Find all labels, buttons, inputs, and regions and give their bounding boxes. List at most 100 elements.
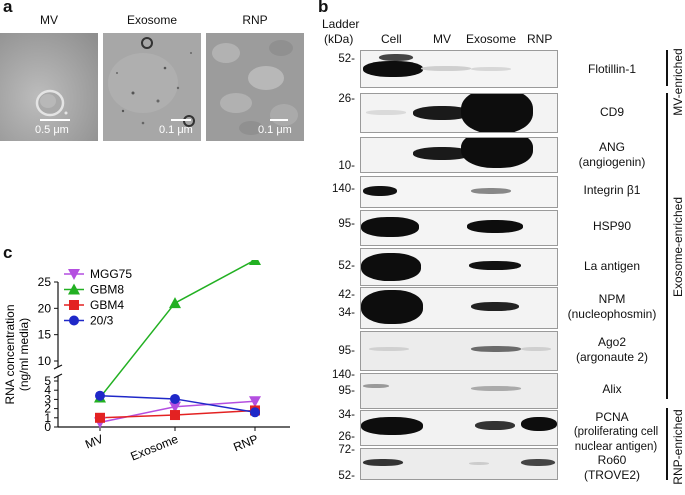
band — [363, 384, 389, 388]
series-mgg75-point — [169, 401, 181, 413]
band — [521, 459, 555, 466]
y-tick-label: 3 — [44, 392, 51, 406]
protein-label-la-antigen: La antigen — [583, 259, 641, 273]
kda-marker: 10- — [338, 160, 355, 172]
protein-label-cd9: CD9 — [599, 105, 624, 119]
y-tick-label: 15 — [38, 328, 52, 342]
band — [413, 147, 471, 160]
kda-header: (kDa) — [324, 32, 354, 46]
series-gbm4-point — [95, 412, 105, 423]
band — [413, 106, 471, 120]
legend-mgg75-marker — [68, 269, 80, 280]
micrograph-rnp-label: RNP — [242, 13, 268, 27]
series-gbm8-point — [169, 297, 181, 309]
y-tick-label: 10 — [38, 354, 52, 368]
y-tick-label: 4 — [44, 383, 51, 397]
group-bracket-rnp — [666, 408, 668, 480]
band — [471, 346, 521, 352]
blot-hsp90 — [360, 210, 558, 246]
kda-marker: 95- — [338, 218, 355, 230]
series-gbm8-line — [174, 260, 256, 304]
micrograph-exosome: 0.1 μm — [103, 33, 201, 141]
band — [469, 261, 521, 270]
kda-marker: 95- — [338, 345, 355, 357]
band — [361, 217, 419, 237]
group-label-exosome-enriched: Exosome-enriched — [671, 196, 685, 298]
blot-ang — [360, 137, 558, 173]
series-20-3-point — [250, 407, 260, 418]
series-mgg75-line — [174, 400, 256, 408]
kda-marker: 52- — [338, 53, 355, 65]
micrograph-mv-image — [0, 33, 98, 141]
y-tick-label: 5 — [44, 374, 51, 388]
group-bracket-exosome — [666, 93, 668, 399]
band — [471, 188, 511, 194]
kda-marker: 72- — [338, 444, 355, 456]
legend-20-3-label: 20/3 — [90, 314, 114, 328]
protein-label-hsp90: HSP90 — [592, 219, 632, 233]
series-gbm4-line — [99, 414, 176, 419]
micrograph-exosome-image — [103, 33, 201, 141]
group-bracket-mv — [666, 50, 668, 86]
blot-alix — [360, 373, 558, 409]
band — [361, 417, 423, 435]
panel-b-letter: b — [318, 0, 329, 16]
protein-label-ro60: Ro60 — [597, 453, 627, 467]
band — [461, 94, 533, 132]
protein-sublabel-ang: (angiogenin) — [578, 155, 646, 169]
micrograph-exosome-scale-text: 0.1 μm — [159, 124, 193, 136]
blot-ago2 — [360, 331, 558, 371]
protein-label-alix: Alix — [602, 382, 622, 396]
y-tick-label: 2 — [44, 402, 51, 416]
x-tick-label: Exosome — [128, 432, 180, 464]
band — [469, 462, 489, 465]
blot-la-antigen — [360, 248, 558, 286]
micrograph-rnp: 0.1 μm — [206, 33, 304, 141]
kda-marker: 42- — [338, 289, 355, 301]
series-gbm4-point — [170, 410, 180, 421]
x-tick-label: RNP — [231, 432, 260, 454]
panel-a-letter: a — [3, 0, 13, 16]
axis-break-mark — [53, 373, 63, 379]
band — [379, 54, 413, 61]
band — [475, 421, 515, 430]
y-axis-label-unit: (ng/ml media) — [17, 318, 31, 391]
band — [361, 253, 421, 281]
protein-label-integrin-beta1: Integrin β1 — [583, 183, 641, 197]
lane-label-mv: MV — [433, 32, 451, 46]
protein-sublabel-pcna: (proliferating cell nuclear antigen) — [573, 426, 659, 453]
kda-marker: 34- — [338, 307, 355, 319]
legend-mgg75-label: MGG75 — [90, 267, 132, 281]
band — [363, 186, 397, 196]
legend-gbm4-label: GBM4 — [90, 298, 124, 312]
legend-gbm8-label: GBM8 — [90, 283, 124, 297]
protein-label-ago2: Ago2 — [597, 335, 627, 349]
kda-marker: 34- — [338, 409, 355, 421]
kda-marker: 140- — [331, 369, 355, 381]
micrograph-exosome-label: Exosome — [126, 13, 178, 27]
band — [421, 66, 471, 71]
kda-marker: 26- — [338, 431, 355, 443]
group-label-mv-enriched: MV-enriched — [671, 48, 685, 116]
protein-label-ang: ANG — [598, 140, 625, 154]
blot-npm — [360, 287, 558, 329]
micrograph-rnp-image — [206, 33, 304, 141]
band — [521, 347, 551, 351]
blot-cd9 — [360, 93, 558, 133]
series-gbm8-line — [99, 302, 176, 399]
micrograph-exosome-scale-bar — [171, 119, 191, 121]
band — [366, 110, 406, 115]
protein-sublabel-npm: (nucleophosmin) — [567, 307, 657, 321]
kda-marker: 52- — [338, 470, 355, 482]
blot-pcna — [360, 410, 558, 446]
panel-c-letter: c — [3, 243, 13, 262]
kda-marker: 52- — [338, 260, 355, 272]
band — [363, 61, 423, 77]
axis-break-mark — [53, 364, 63, 370]
kda-marker: 140- — [331, 183, 355, 195]
band — [471, 302, 519, 311]
lane-label-rnp: RNP — [527, 32, 553, 46]
blot-flotillin-1 — [360, 50, 558, 88]
band — [361, 290, 423, 324]
